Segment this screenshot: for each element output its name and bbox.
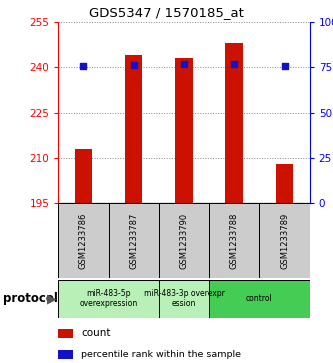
- Bar: [58, 203, 109, 278]
- Text: count: count: [81, 329, 111, 338]
- Text: GSM1233787: GSM1233787: [129, 212, 138, 269]
- Bar: [75, 149, 92, 203]
- Bar: [58, 329, 73, 338]
- Point: [282, 64, 287, 69]
- Text: miR-483-5p
overexpression: miR-483-5p overexpression: [80, 289, 138, 308]
- Bar: [209, 280, 310, 318]
- Point: [81, 64, 86, 69]
- Point: [231, 61, 237, 68]
- Bar: [58, 350, 73, 359]
- Bar: [159, 280, 209, 318]
- Bar: [276, 164, 293, 203]
- Text: percentile rank within the sample: percentile rank within the sample: [81, 350, 241, 359]
- Bar: [58, 280, 159, 318]
- Text: GSM1233790: GSM1233790: [179, 212, 188, 269]
- Bar: [125, 55, 143, 203]
- Bar: [109, 203, 159, 278]
- Bar: [259, 203, 310, 278]
- Text: GSM1233788: GSM1233788: [230, 212, 239, 269]
- Text: GDS5347 / 1570185_at: GDS5347 / 1570185_at: [89, 6, 244, 19]
- Text: miR-483-3p overexpr
ession: miR-483-3p overexpr ession: [144, 289, 224, 308]
- Point: [131, 62, 137, 68]
- Text: GSM1233786: GSM1233786: [79, 212, 88, 269]
- Text: protocol: protocol: [3, 292, 58, 305]
- Bar: [159, 203, 209, 278]
- Text: ▶: ▶: [47, 292, 56, 305]
- Bar: [175, 58, 193, 203]
- Bar: [225, 43, 243, 203]
- Point: [181, 61, 186, 68]
- Bar: [209, 203, 259, 278]
- Text: GSM1233789: GSM1233789: [280, 212, 289, 269]
- Text: control: control: [246, 294, 273, 303]
